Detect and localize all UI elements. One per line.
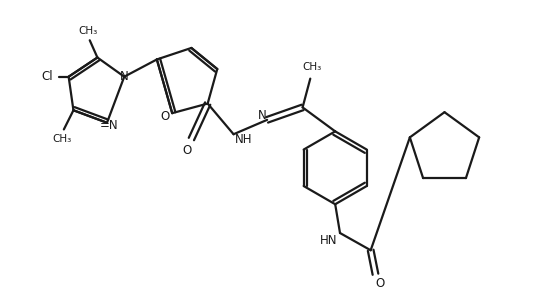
Text: HN: HN [320, 234, 338, 247]
Text: CH₃: CH₃ [78, 26, 97, 36]
Text: O: O [376, 277, 385, 289]
Text: O: O [182, 144, 191, 157]
Text: CH₃: CH₃ [52, 134, 72, 144]
Text: NH: NH [234, 133, 252, 146]
Text: =N: =N [99, 119, 118, 132]
Text: CH₃: CH₃ [302, 62, 322, 72]
Text: Cl: Cl [42, 70, 53, 83]
Text: N: N [258, 109, 267, 122]
Text: N: N [120, 70, 129, 83]
Text: O: O [161, 110, 170, 123]
